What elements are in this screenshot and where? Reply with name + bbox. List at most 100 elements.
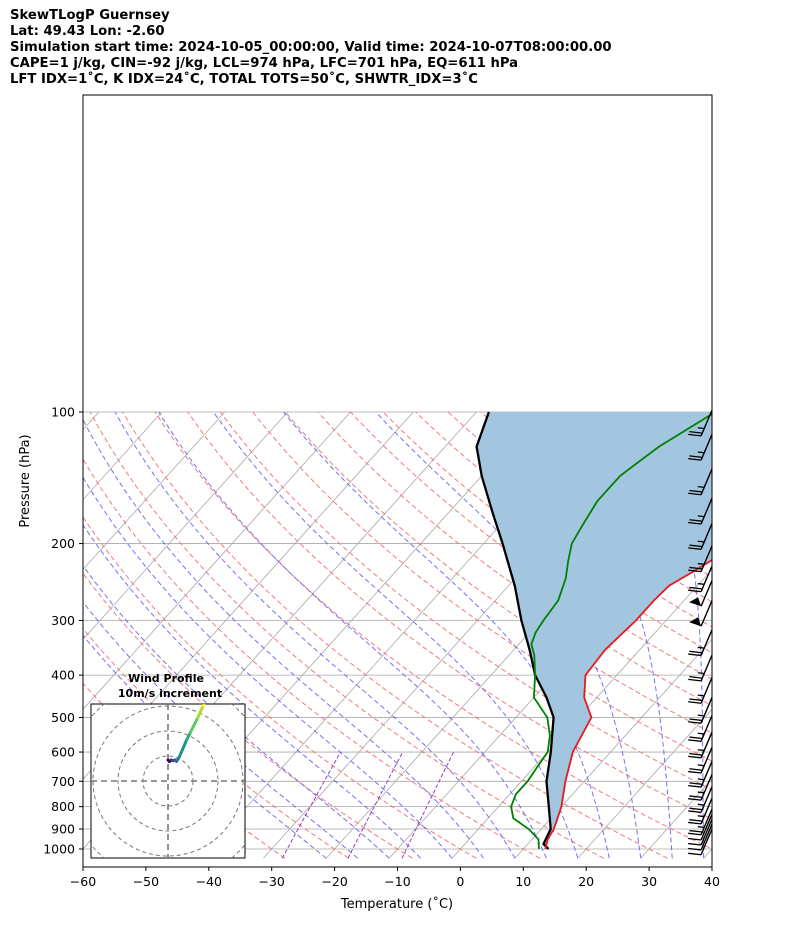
barb-feather (689, 795, 703, 799)
barb-feather (688, 755, 702, 759)
barb-feather (688, 784, 702, 788)
cape-fill-area (476, 412, 712, 849)
isotherm-line (703, 848, 712, 859)
barb-feather (689, 819, 703, 822)
barb-feather (688, 798, 702, 801)
barb-half-feather (697, 732, 705, 735)
x-tick-label: −20 (321, 874, 347, 889)
x-tick-label: −60 (70, 874, 96, 889)
isotherm-line (451, 568, 712, 859)
hodograph-segment (196, 704, 205, 719)
y-tick-label: 700 (51, 774, 75, 789)
barb-half-feather (697, 714, 705, 717)
barb-feather (689, 768, 703, 771)
y-tick-label: 900 (51, 822, 75, 837)
wind-barb (688, 697, 713, 724)
barb-feather (689, 650, 703, 654)
dry-adiabat (252, 411, 712, 762)
barb-staff (700, 715, 713, 742)
barb-feather (688, 810, 702, 814)
barb-feather (688, 678, 702, 682)
barb-staff (700, 580, 713, 607)
barb-staff (700, 774, 713, 801)
barb-half-feather (697, 646, 705, 649)
barb-staff (700, 818, 713, 846)
barb-staff (700, 823, 713, 851)
barb-feather (689, 544, 703, 548)
barb-half-feather (697, 694, 705, 697)
barb-feather (688, 847, 702, 851)
wind-barb (688, 774, 713, 801)
barb-staff (700, 828, 713, 856)
moist-adiabat (213, 411, 579, 859)
barb-feather (688, 832, 702, 836)
barb-staff (700, 497, 713, 525)
x-tick-label: −10 (384, 874, 410, 889)
x-axis-label: Temperature (˚C) (340, 896, 453, 912)
barb-half-feather (697, 451, 705, 454)
moist-adiabat (83, 418, 484, 859)
barb-staff (700, 746, 713, 774)
x-tick-label: −50 (133, 874, 159, 889)
barb-staff (700, 813, 713, 841)
isotherm-line (83, 411, 225, 571)
chart-title: SkewTLogP Guernsey (10, 8, 170, 23)
barb-staff (700, 434, 713, 461)
barb-half-feather (697, 427, 705, 430)
wind-barb (688, 434, 713, 461)
barb-staff (700, 677, 713, 704)
barb-half-feather (697, 540, 705, 543)
barb-half-feather (697, 826, 705, 829)
barb-feather (689, 455, 703, 458)
wind-barb (688, 523, 713, 550)
barb-flag (689, 597, 702, 607)
x-tick-label: 40 (704, 874, 720, 889)
wind-barb (688, 629, 713, 657)
mixing-ratio-line (401, 751, 455, 859)
dry-adiabat (83, 572, 413, 859)
isotherm-line (83, 411, 414, 780)
barb-feather (689, 698, 703, 702)
x-axis: −60 −50 −40 −30 −20 −10 0 10 20 30 40 (70, 867, 720, 889)
barb-feather (688, 837, 702, 841)
barb-feather (688, 770, 702, 774)
barb-half-feather (697, 778, 705, 781)
barb-feather (689, 736, 703, 740)
barb-feather (689, 519, 703, 522)
barb-staff (700, 629, 713, 656)
barb-flag (689, 617, 702, 627)
moist-adiabat (83, 564, 390, 859)
wind-barb (688, 654, 713, 682)
hodograph-inset: Wind Profile 10m/s increment (90, 672, 246, 859)
isotherm-line (577, 708, 712, 859)
isotherm-line (83, 411, 351, 710)
wind-barb (688, 813, 713, 841)
wind-barb (688, 731, 713, 759)
dry-adiabat (285, 411, 712, 734)
wind-barb (688, 746, 713, 774)
wind-barb (688, 797, 713, 825)
barb-feather (688, 701, 702, 704)
barb-staff (700, 808, 713, 836)
mixing-ratio-line (347, 751, 404, 859)
x-tick-label: 30 (641, 874, 657, 889)
y-tick-label: 400 (51, 668, 75, 683)
barb-staff (700, 786, 713, 813)
wind-barb (689, 580, 713, 607)
barb-feather (689, 829, 703, 833)
barb-feather (689, 807, 703, 811)
hodograph-segment (181, 738, 189, 751)
y-tick-label: 500 (51, 710, 75, 725)
barb-staff (700, 731, 713, 759)
wind-barb (688, 715, 713, 742)
x-tick-label: 10 (515, 874, 531, 889)
barb-half-feather (697, 815, 705, 818)
barb-feather (688, 521, 702, 525)
dry-adiabat (154, 411, 712, 850)
wind-barb (688, 497, 713, 525)
moist-adiabat (735, 412, 753, 858)
wind-barb (688, 786, 713, 814)
x-tick-label: −40 (196, 874, 222, 889)
dry-adiabat (447, 411, 712, 603)
